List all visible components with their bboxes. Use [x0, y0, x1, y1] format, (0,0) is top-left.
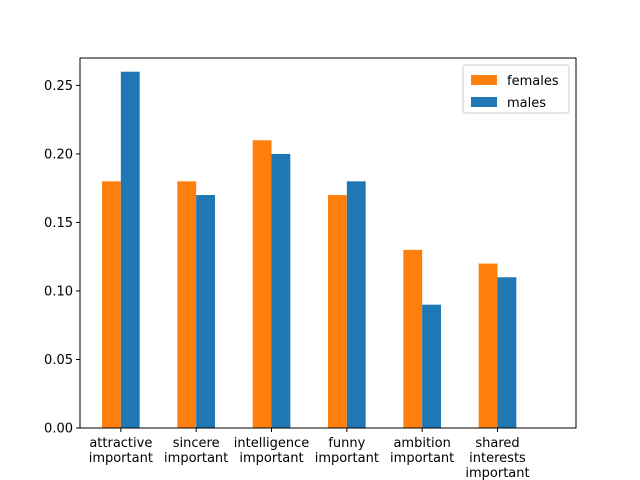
x-tick-label: funny important [315, 436, 379, 466]
bars-group [102, 71, 517, 429]
x-tick-label: attractive important [89, 436, 153, 466]
bar-females [177, 181, 197, 428]
x-tick-label: sincere important [164, 436, 228, 466]
bar-females [102, 181, 121, 428]
bar-females [328, 195, 347, 428]
y-tick-label: 0.25 [44, 79, 73, 94]
bar-males [497, 277, 517, 428]
x-tick-label: ambition important [390, 436, 454, 466]
y-tick-label: 0.00 [44, 422, 73, 437]
plot-frame [79, 57, 577, 429]
y-tick-label: 0.05 [44, 353, 73, 368]
bar-females [252, 140, 272, 428]
legend-swatch-females [471, 75, 497, 85]
legend: females males [462, 64, 570, 114]
bar-males [346, 181, 366, 428]
bar-males [422, 304, 441, 428]
legend-label-females: females [507, 74, 559, 89]
x-axis: attractive important sincere importantintel… [89, 428, 530, 480]
y-tick-label: 0.20 [44, 147, 73, 162]
y-axis: 0.00 0.05 0.10 0.15 0.20 0.25 [44, 79, 80, 437]
legend-swatch-males [471, 97, 497, 107]
y-tick-label: 0.10 [44, 284, 73, 299]
x-tick-label: intelligence important [234, 436, 309, 466]
x-tick-label: shared interests important [465, 436, 529, 480]
y-tick-label: 0.15 [44, 216, 73, 231]
bar-males [120, 71, 140, 428]
bar-females [403, 249, 423, 428]
bar-males [196, 195, 215, 428]
bar-males [271, 153, 291, 429]
bar-females [478, 263, 498, 428]
legend-label-males: males [507, 96, 546, 111]
